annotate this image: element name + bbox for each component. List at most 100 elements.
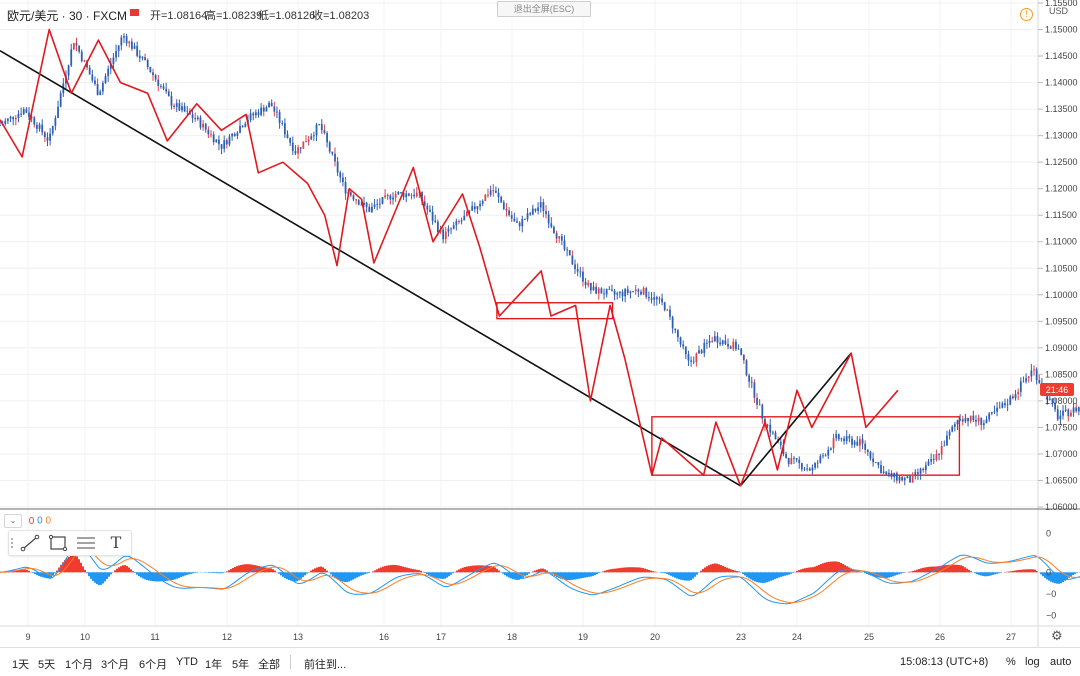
macd-hist-bar	[408, 568, 410, 572]
candle-body	[297, 147, 299, 153]
candle-body	[186, 111, 188, 112]
macd-hist-bar	[332, 572, 334, 576]
exit-fullscreen-button[interactable]: 退出全屏(ESC)	[497, 1, 591, 17]
candle-body	[846, 436, 848, 441]
parallel-channel-tool-icon[interactable]	[73, 533, 99, 553]
candle-body	[4, 121, 6, 124]
candle-body	[859, 439, 861, 445]
range-ytd[interactable]: YTD	[176, 656, 198, 668]
macd-hist-bar	[946, 565, 948, 572]
macd-hist-bar	[580, 572, 582, 578]
macd-hist-bar	[918, 569, 920, 572]
macd-hist-bar	[364, 572, 366, 574]
symbol-title[interactable]: 欧元/美元 · 30 · FXCM	[7, 7, 127, 24]
range-5y[interactable]: 5年	[232, 656, 249, 672]
candle-body	[1075, 407, 1077, 411]
candle-body	[0, 125, 1, 126]
range-1d[interactable]: 1天	[12, 656, 29, 672]
macd-hist-bar	[754, 572, 756, 581]
macd-hist-bar	[584, 572, 586, 577]
macd-hist-bar	[102, 572, 104, 583]
macd-hist-bar	[670, 572, 672, 575]
candle-body	[904, 478, 906, 480]
macd-hist-bar	[118, 567, 120, 572]
macd-hist-bar	[32, 572, 34, 573]
macd-hist-bar	[356, 572, 358, 577]
currency-label[interactable]: USD	[1049, 6, 1068, 16]
candle-body	[542, 202, 544, 211]
macd-hist-bar	[782, 572, 784, 576]
range-6m[interactable]: 6个月	[139, 656, 167, 672]
macd-hist-bar	[990, 572, 992, 575]
candle-body	[943, 446, 945, 447]
goto-date-button[interactable]: 前往到...	[304, 656, 346, 672]
macd-hist-bar	[1010, 571, 1012, 572]
drawing-toolbar: T	[8, 530, 132, 556]
macd-hist-bar	[984, 572, 986, 576]
gear-icon[interactable]: ⚙	[1051, 629, 1065, 643]
macd-hist-bar	[890, 572, 892, 577]
macd-hist-bar	[344, 572, 346, 582]
macd-hist-bar	[192, 572, 194, 573]
macd-hist-bar	[902, 572, 904, 573]
alert-icon[interactable]: !	[1020, 8, 1033, 21]
candle-body	[577, 269, 579, 271]
candle-body	[986, 419, 988, 423]
candle-body	[503, 202, 505, 209]
candle-body	[358, 200, 360, 205]
price-chart[interactable]: 1.060001.065001.070001.075001.080001.085…	[0, 0, 1080, 647]
macd-hist-bar	[986, 572, 988, 576]
macd-hist-bar	[444, 572, 446, 578]
candle-body	[387, 195, 389, 196]
macd-hist-bar	[88, 572, 90, 576]
candle-body	[1059, 416, 1061, 420]
macd-hist-bar	[384, 566, 386, 572]
candle-body	[825, 455, 827, 456]
candle-body	[624, 289, 626, 296]
macd-hist-bar	[832, 561, 834, 572]
macd-hist-bar	[628, 567, 630, 572]
range-1y[interactable]: 1年	[205, 656, 222, 672]
macd-hist-bar	[802, 569, 804, 573]
range-3m[interactable]: 3个月	[101, 656, 129, 672]
range-5d[interactable]: 5天	[38, 656, 55, 672]
macd-hist-bar	[640, 568, 642, 573]
macd-hist-bar	[734, 570, 736, 572]
price-tick-label: 1.11000	[1045, 237, 1077, 247]
candle-body	[830, 448, 832, 450]
macd-hist-bar	[632, 567, 634, 572]
candle-body	[801, 463, 803, 469]
log-toggle[interactable]: log	[1025, 656, 1040, 668]
text-tool-icon[interactable]: T	[103, 533, 129, 553]
macd-hist-bar	[210, 572, 212, 573]
macd-hist-bar	[194, 572, 196, 573]
macd-hist-bar	[1016, 570, 1018, 572]
clock[interactable]: 15:08:13 (UTC+8)	[900, 656, 988, 668]
macd-hist-bar	[664, 572, 666, 573]
candle-body	[171, 96, 173, 106]
macd-hist-bar	[822, 563, 824, 572]
percent-toggle[interactable]: %	[1006, 656, 1016, 668]
candle-body	[292, 143, 294, 151]
macd-hist-bar	[572, 572, 574, 579]
open-value: 开=1.08164	[150, 7, 207, 23]
candle-body	[804, 469, 806, 470]
candle-body	[1057, 409, 1059, 419]
candle-body	[118, 46, 120, 51]
range-1m[interactable]: 1个月	[65, 656, 93, 672]
macd-hist-bar	[238, 565, 240, 572]
macd-hist-bar	[642, 568, 644, 572]
time-tick-label: 13	[293, 632, 303, 642]
candle-body	[664, 302, 666, 310]
macd-hist-bar	[508, 572, 510, 577]
range-all[interactable]: 全部	[258, 656, 280, 672]
trendline-tool-icon[interactable]	[17, 533, 43, 553]
rectangle-tool-icon[interactable]	[45, 533, 71, 553]
auto-toggle[interactable]: auto	[1050, 656, 1071, 668]
macd-hist-bar	[746, 572, 748, 577]
macd-hist-bar	[170, 572, 172, 580]
candle-body	[231, 134, 233, 137]
macd-hist-bar	[406, 568, 408, 573]
candle-body	[413, 195, 415, 196]
collapse-icon[interactable]: ⌄	[4, 514, 22, 528]
